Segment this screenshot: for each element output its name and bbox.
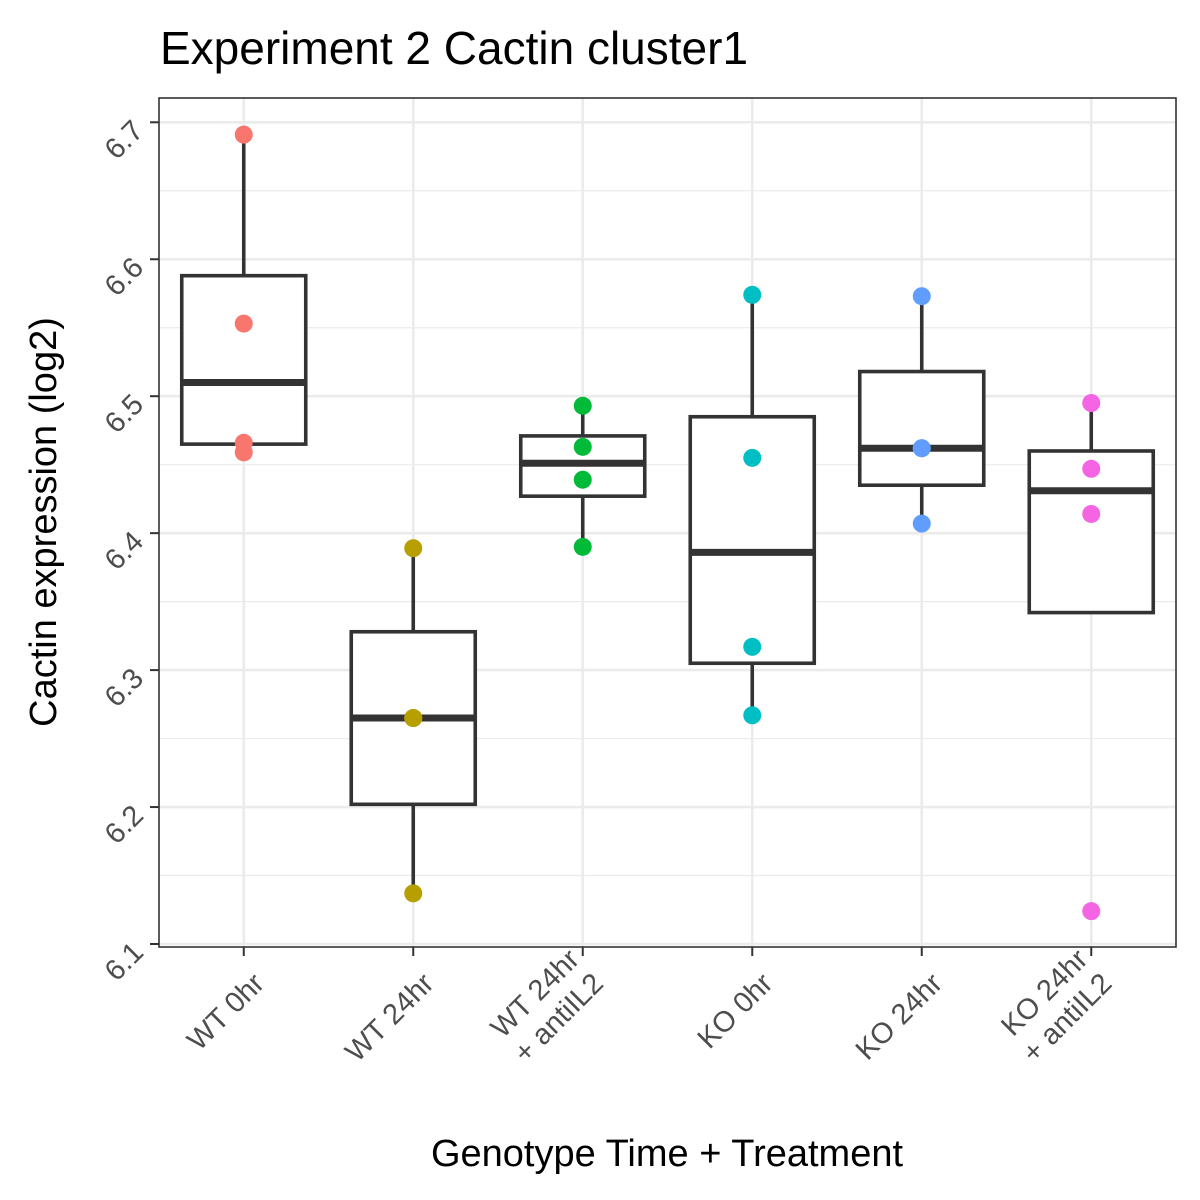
y-axis-title: Cactin expression (log2) [23, 317, 65, 727]
data-point [743, 448, 762, 467]
y-axis: 6.1 6.2 6.3 6.4 6.5 6.6 6.7 [99, 115, 159, 987]
data-point [1082, 394, 1101, 413]
x-axis: WT 0hr WT 24hr WT 24hr+ antiIL2 KO 0hr KO 24… [181, 943, 1118, 1069]
data-point [573, 470, 592, 489]
data-point [1082, 459, 1101, 478]
box-iqr [179, 273, 308, 446]
box-group [857, 296, 986, 524]
data-point [743, 637, 762, 656]
y-tick-label: 6.7 [99, 115, 150, 166]
data-point [912, 287, 931, 306]
x-category-label-line: KO 24hr [850, 967, 949, 1066]
plot-area [158, 97, 1177, 948]
data-point [404, 884, 423, 903]
x-axis-title: Genotype Time + Treatment [431, 1133, 904, 1175]
data-point [1082, 504, 1101, 523]
x-category-label-line: WT 0hr [181, 967, 271, 1057]
data-point [743, 706, 762, 725]
box-iqr [1027, 449, 1156, 615]
chart-title: Experiment 2 Cactin cluster1 [160, 22, 748, 74]
x-category-label-line: WT 24hr [339, 967, 440, 1068]
y-tick-label: 6.3 [99, 662, 150, 713]
box-group [179, 134, 308, 446]
data-point [234, 443, 253, 462]
data-point [1082, 902, 1101, 921]
y-tick-label: 6.1 [99, 936, 150, 987]
panel-background [159, 98, 1176, 947]
data-point [404, 709, 423, 728]
x-category-label: WT 0hr [181, 967, 271, 1057]
data-point [234, 125, 253, 144]
x-category-label: WT 24hr+ antiIL2 [484, 943, 610, 1069]
x-category-label-line: KO 0hr [692, 967, 780, 1055]
y-tick-label: 6.4 [99, 525, 150, 576]
x-category-label: WT 24hr [339, 967, 440, 1068]
data-point [404, 539, 423, 558]
x-category-label: KO 0hr [692, 967, 780, 1055]
box-iqr [857, 369, 986, 488]
data-point [912, 514, 931, 533]
data-point [912, 439, 931, 458]
data-point [234, 314, 253, 333]
data-point [743, 285, 762, 304]
data-points [234, 125, 1101, 921]
x-category-label: KO 24hr [850, 967, 949, 1066]
box-group [1027, 403, 1156, 615]
data-point [573, 537, 592, 556]
x-category-label: KO 24hr+ antiIL2 [992, 943, 1118, 1069]
y-tick-label: 6.6 [99, 252, 150, 303]
y-tick-label: 6.2 [99, 799, 150, 850]
data-point [573, 437, 592, 456]
panel-border [158, 97, 1177, 948]
y-tick-label: 6.5 [99, 389, 150, 440]
data-point [573, 396, 592, 415]
